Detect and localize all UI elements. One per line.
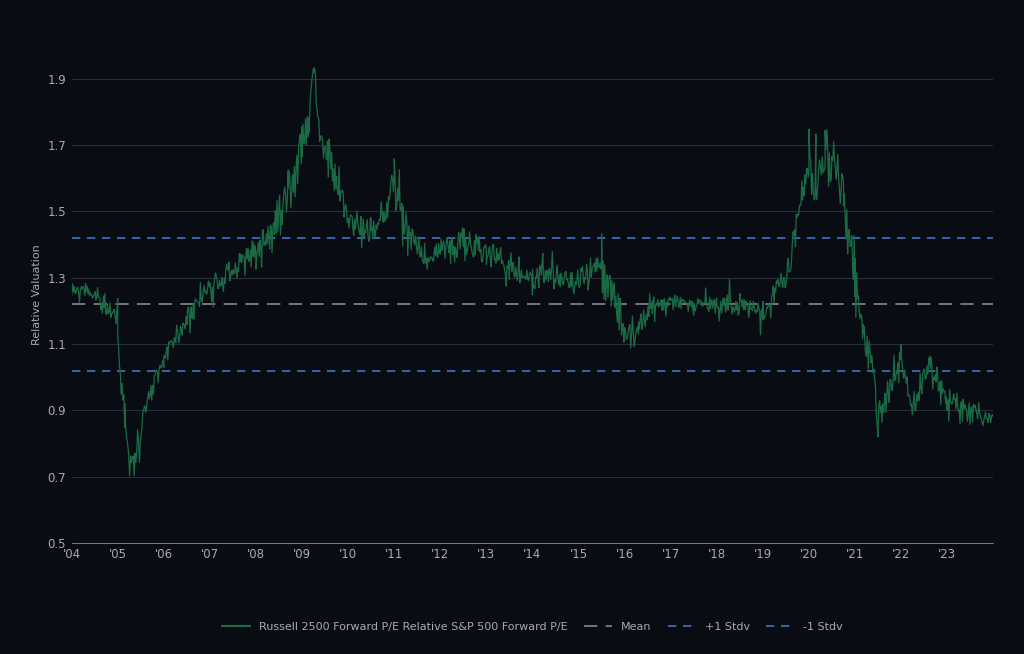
- Y-axis label: Relative Valuation: Relative Valuation: [32, 244, 42, 345]
- Legend: Russell 2500 Forward P/E Relative S&P 500 Forward P/E, Mean, +1 Stdv, -1 Stdv: Russell 2500 Forward P/E Relative S&P 50…: [218, 618, 847, 637]
